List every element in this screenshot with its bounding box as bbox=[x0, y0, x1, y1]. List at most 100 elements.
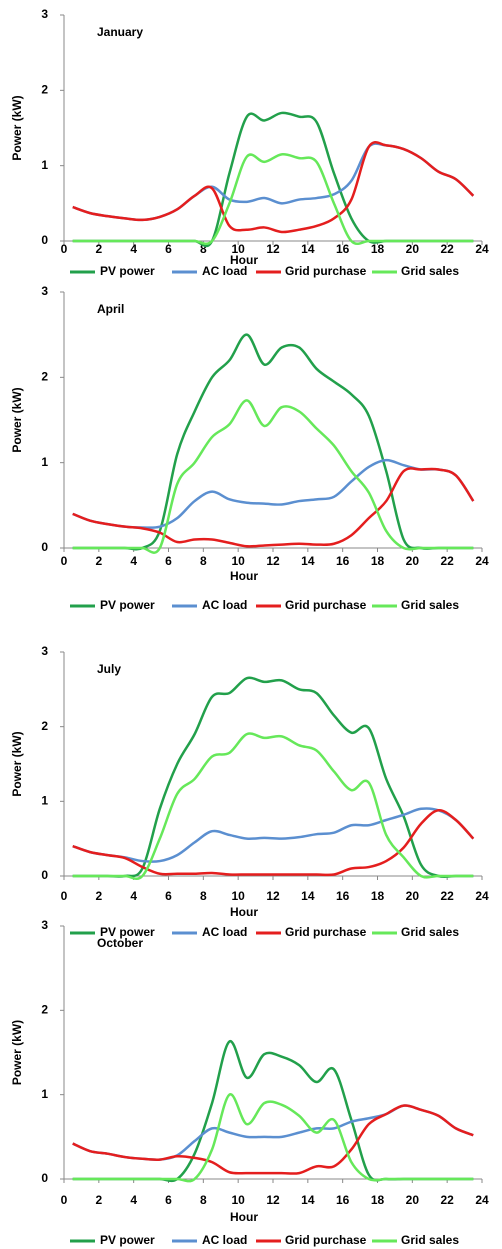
x-tick-label: 10 bbox=[231, 889, 245, 903]
x-tick-label: 22 bbox=[440, 554, 454, 568]
panel-title: July bbox=[97, 662, 121, 676]
x-tick-label: 16 bbox=[336, 889, 350, 903]
legend-label: PV power bbox=[100, 264, 155, 278]
x-tick-label: 8 bbox=[200, 554, 207, 568]
x-tick-label: 4 bbox=[130, 889, 137, 903]
series-line bbox=[72, 807, 475, 863]
x-tick-label: 18 bbox=[371, 554, 385, 568]
series-line bbox=[72, 111, 474, 248]
x-tick-label: 10 bbox=[231, 1193, 245, 1207]
y-tick-label: 0 bbox=[41, 540, 48, 554]
series-line bbox=[72, 458, 475, 529]
y-tick-label: 2 bbox=[41, 370, 48, 384]
y-tick-label: 1 bbox=[41, 794, 48, 808]
x-tick-label: 24 bbox=[475, 1193, 489, 1207]
legend-label: AC load bbox=[202, 1233, 247, 1247]
x-tick-label: 12 bbox=[266, 242, 280, 256]
x-tick-label: 2 bbox=[95, 889, 102, 903]
x-tick-label: 14 bbox=[301, 889, 315, 903]
legend-label: PV power bbox=[100, 925, 155, 939]
x-tick-label: 24 bbox=[475, 242, 489, 256]
x-tick-label: 8 bbox=[200, 1193, 207, 1207]
series-line bbox=[72, 1040, 474, 1183]
x-tick-label: 18 bbox=[371, 242, 385, 256]
x-tick-label: 2 bbox=[95, 1193, 102, 1207]
x-tick-label: 4 bbox=[130, 242, 137, 256]
x-tick-label: 10 bbox=[231, 242, 245, 256]
x-tick-label: 4 bbox=[130, 1193, 137, 1207]
y-tick-label: 0 bbox=[41, 1171, 48, 1185]
y-tick-label: 0 bbox=[41, 868, 48, 882]
x-tick-label: 20 bbox=[406, 1193, 420, 1207]
legend-label: PV power bbox=[100, 598, 155, 612]
x-tick-label: 20 bbox=[406, 242, 420, 256]
legend-label: Grid purchase bbox=[285, 1233, 367, 1247]
y-tick-label: 2 bbox=[41, 1003, 48, 1017]
x-tick-label: 6 bbox=[165, 889, 172, 903]
panel-title: January bbox=[97, 25, 143, 39]
legend-label: Grid sales bbox=[401, 264, 459, 278]
legend-label: AC load bbox=[202, 264, 247, 278]
x-tick-label: 8 bbox=[200, 889, 207, 903]
y-tick-label: 3 bbox=[41, 284, 48, 298]
x-tick-label: 0 bbox=[61, 554, 68, 568]
y-tick-label: 1 bbox=[41, 1087, 48, 1101]
series-line bbox=[72, 153, 474, 246]
x-tick-label: 6 bbox=[165, 242, 172, 256]
series-line bbox=[72, 141, 475, 234]
x-tick-label: 16 bbox=[336, 242, 350, 256]
x-tick-label: 24 bbox=[475, 554, 489, 568]
legend-label: Grid purchase bbox=[285, 264, 367, 278]
panel-title: April bbox=[97, 302, 124, 316]
x-tick-label: 22 bbox=[440, 242, 454, 256]
x-tick-label: 2 bbox=[95, 242, 102, 256]
series-line bbox=[72, 676, 474, 879]
x-axis-label: Hour bbox=[230, 569, 258, 583]
x-tick-label: 6 bbox=[165, 554, 172, 568]
x-tick-label: 18 bbox=[371, 1193, 385, 1207]
series-line bbox=[72, 732, 474, 880]
series-line bbox=[72, 467, 475, 548]
x-tick-label: 10 bbox=[231, 554, 245, 568]
x-axis-label: Hour bbox=[230, 905, 258, 919]
x-tick-label: 16 bbox=[336, 1193, 350, 1207]
x-tick-label: 4 bbox=[130, 554, 137, 568]
x-tick-label: 14 bbox=[301, 242, 315, 256]
y-tick-label: 3 bbox=[41, 7, 48, 21]
legend-label: Grid sales bbox=[401, 1233, 459, 1247]
legend-label: AC load bbox=[202, 598, 247, 612]
x-tick-label: 12 bbox=[266, 554, 280, 568]
y-axis-label: Power (kW) bbox=[10, 95, 24, 160]
y-tick-label: 2 bbox=[41, 83, 48, 97]
x-tick-label: 16 bbox=[336, 554, 350, 568]
series-line bbox=[72, 1093, 474, 1183]
x-tick-label: 22 bbox=[440, 1193, 454, 1207]
y-tick-label: 0 bbox=[41, 233, 48, 247]
x-tick-label: 0 bbox=[61, 242, 68, 256]
x-tick-label: 20 bbox=[406, 554, 420, 568]
y-tick-label: 1 bbox=[41, 455, 48, 469]
series-line bbox=[72, 1104, 474, 1162]
x-tick-label: 22 bbox=[440, 889, 454, 903]
x-axis-label: Hour bbox=[230, 1210, 258, 1224]
x-tick-label: 14 bbox=[301, 554, 315, 568]
legend-label: Grid purchase bbox=[285, 598, 367, 612]
x-tick-label: 14 bbox=[301, 1193, 315, 1207]
legend-label: Grid sales bbox=[401, 598, 459, 612]
x-tick-label: 12 bbox=[266, 889, 280, 903]
x-tick-label: 6 bbox=[165, 1193, 172, 1207]
y-tick-label: 2 bbox=[41, 719, 48, 733]
x-tick-label: 20 bbox=[406, 889, 420, 903]
x-tick-label: 0 bbox=[61, 889, 68, 903]
y-tick-label: 3 bbox=[41, 918, 48, 932]
series-line bbox=[72, 1104, 474, 1175]
legend-label: AC load bbox=[202, 925, 247, 939]
legend-label: Grid sales bbox=[401, 925, 459, 939]
panel-title: October bbox=[97, 936, 143, 950]
y-axis-label: Power (kW) bbox=[10, 387, 24, 452]
x-tick-label: 0 bbox=[61, 1193, 68, 1207]
x-axis-label: Hour bbox=[230, 253, 258, 267]
x-tick-label: 8 bbox=[200, 242, 207, 256]
series-line bbox=[72, 142, 475, 222]
legend-label: PV power bbox=[100, 1233, 155, 1247]
